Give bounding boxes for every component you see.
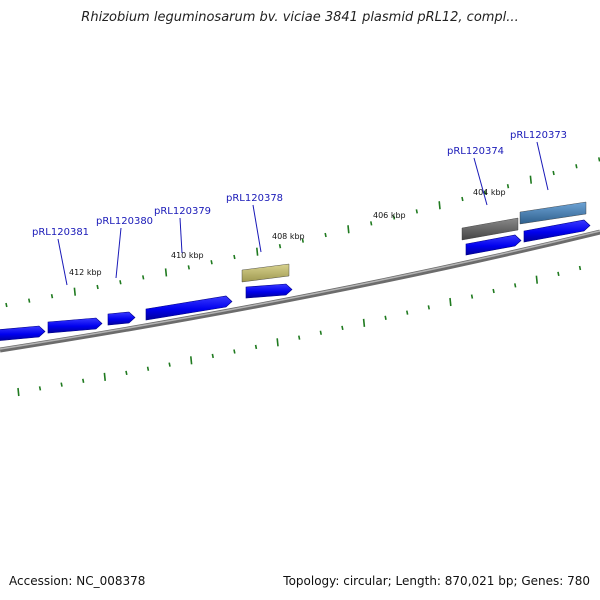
scale-label: 408 kbp <box>272 232 305 241</box>
tick-mark <box>301 238 304 243</box>
gene-block-tan <box>241 263 290 283</box>
tick-mark <box>347 225 350 234</box>
cds-features <box>0 219 591 341</box>
gene-features <box>241 201 587 283</box>
tick-mark <box>552 170 555 176</box>
map-title: Rhizobium leguminosarum bv. viciae 3841 … <box>81 10 519 25</box>
plasmid-backbone-highlight <box>0 230 600 350</box>
tick-mark <box>392 215 396 220</box>
tick-mark <box>449 297 452 307</box>
tick-mark <box>96 284 99 290</box>
tick-marks-outer <box>17 265 582 397</box>
tick-marks-inner <box>5 157 600 308</box>
tick-mark <box>164 268 168 277</box>
tick-mark <box>50 294 54 299</box>
tick-mark <box>60 382 63 387</box>
tick-mark <box>470 294 474 299</box>
tick-mark <box>256 247 259 256</box>
cds-arrow <box>0 325 46 341</box>
tick-mark <box>484 190 487 195</box>
accession-text: Accession: NC_008378 <box>9 574 146 588</box>
label-leader-line <box>473 157 488 206</box>
tick-mark <box>190 356 193 365</box>
cds-arrow <box>47 317 103 334</box>
tick-mark <box>341 325 344 331</box>
gene-label[interactable]: pRL120379 <box>154 206 211 217</box>
tick-mark <box>406 310 409 315</box>
tick-mark <box>254 344 258 350</box>
tick-mark <box>168 362 171 367</box>
gene-label[interactable]: pRL120378 <box>226 193 283 204</box>
tick-mark <box>146 366 150 371</box>
tick-mark <box>233 349 236 354</box>
gene-block-steel <box>519 201 587 225</box>
tick-mark <box>529 175 532 184</box>
tick-mark <box>103 372 106 381</box>
tick-mark <box>278 244 282 249</box>
cds-arrow <box>465 234 522 256</box>
tick-mark <box>370 221 373 226</box>
scale-label: 406 kbp <box>373 211 406 220</box>
tick-mark <box>362 318 366 327</box>
tick-mark <box>461 196 464 202</box>
tick-mark <box>28 298 31 303</box>
tick-mark <box>5 302 8 308</box>
label-leader-line <box>179 217 183 254</box>
gene-block-gray <box>461 217 519 241</box>
topology-summary: Topology: circular; Length: 870,021 bp; … <box>283 574 590 588</box>
tick-mark <box>73 287 76 296</box>
tick-mark <box>427 305 430 310</box>
tick-mark <box>319 330 322 335</box>
tick-mark <box>598 157 600 162</box>
tick-mark <box>535 275 538 284</box>
label-leader-line <box>536 141 549 191</box>
tick-mark <box>210 260 213 265</box>
gene-label[interactable]: pRL120374 <box>447 146 504 157</box>
cds-arrow <box>245 283 293 299</box>
scale-labels: 412 kbp 410 kbp 408 kbp 406 kbp 404 kbp <box>69 188 506 277</box>
tick-mark <box>276 338 279 347</box>
tick-mark <box>187 265 190 270</box>
tick-mark <box>514 283 517 288</box>
gene-label[interactable]: pRL120380 <box>96 216 153 227</box>
tick-mark <box>38 386 42 391</box>
plasmid-backbone <box>0 229 600 353</box>
gene-label[interactable]: pRL120381 <box>32 227 89 238</box>
tick-mark <box>125 370 128 376</box>
scale-label: 404 kbp <box>473 188 506 197</box>
tick-mark <box>575 164 578 169</box>
label-leader-line <box>252 204 262 253</box>
label-leader-line <box>57 238 68 286</box>
tick-mark <box>578 265 582 271</box>
tick-mark <box>211 353 214 359</box>
cds-arrow <box>107 311 136 326</box>
scale-label: 412 kbp <box>69 268 102 277</box>
gene-label[interactable]: pRL120373 <box>510 130 567 141</box>
tick-mark <box>506 184 510 189</box>
scale-label: 410 kbp <box>171 251 204 260</box>
tick-mark <box>415 209 418 214</box>
tick-mark <box>142 275 145 280</box>
tick-mark <box>438 201 441 210</box>
tick-mark <box>233 254 236 260</box>
tick-mark <box>82 378 85 383</box>
tick-mark <box>17 387 20 397</box>
tick-mark <box>298 335 301 340</box>
tick-mark <box>324 232 327 238</box>
cds-arrow <box>523 219 591 243</box>
label-leader-line <box>115 227 122 279</box>
tick-mark <box>557 271 560 277</box>
tick-mark <box>119 280 122 285</box>
cds-arrow <box>145 295 233 321</box>
tick-mark <box>492 288 495 294</box>
tick-mark <box>384 315 387 320</box>
